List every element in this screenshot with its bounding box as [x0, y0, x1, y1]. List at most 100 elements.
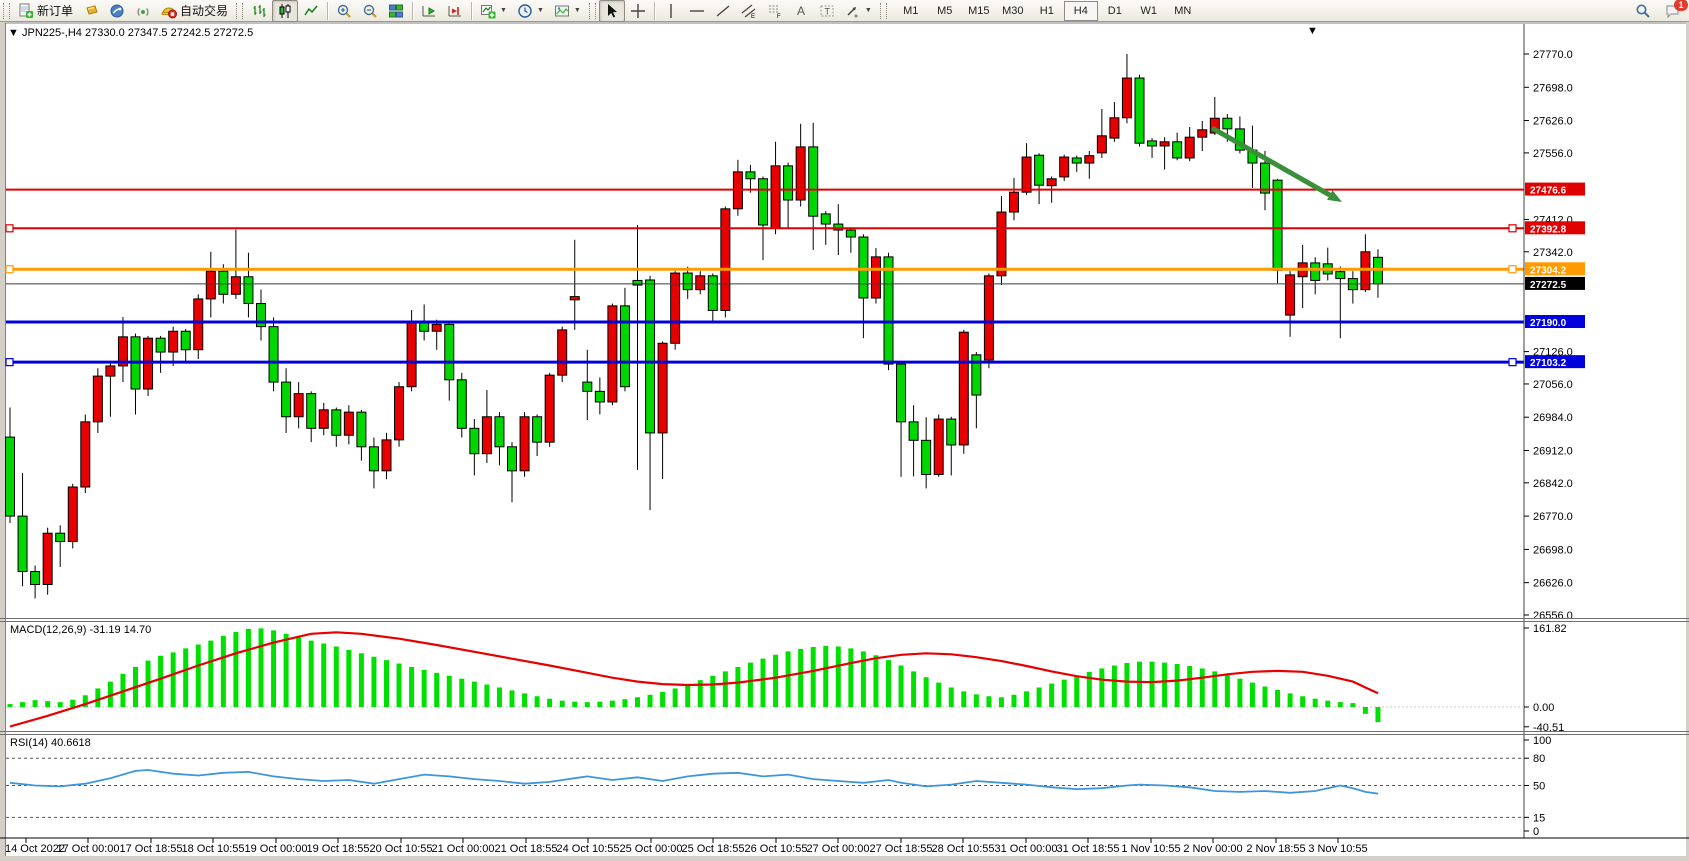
trend-arrow[interactable]: [1210, 125, 1342, 202]
hlines-layer: [5, 188, 1524, 367]
dropdown-arrow-icon: ▼: [864, 7, 872, 14]
price-badge-27392.8: [1525, 221, 1585, 235]
svg-text:17 Oct 00:00: 17 Oct 00:00: [57, 843, 120, 855]
fibonacci-tool-button[interactable]: F: [762, 0, 788, 22]
svg-text:F: F: [777, 14, 781, 19]
tf-h1-button[interactable]: H1: [1039, 4, 1054, 17]
tf-mn-button[interactable]: MN: [1174, 4, 1192, 17]
chart-canvas[interactable]: 27770.027698.027626.027556.027412.027342…: [0, 22, 1689, 861]
rsi-line: [9, 769, 1379, 795]
price-badge-27272.5: [1525, 276, 1585, 290]
toolbar-grip[interactable]: [236, 2, 244, 19]
candle: [381, 432, 392, 480]
candle: [971, 352, 982, 429]
auto-scroll-button[interactable]: [416, 0, 442, 22]
hline-handle[interactable]: [1508, 265, 1517, 274]
bar-chart-button[interactable]: [246, 0, 272, 22]
candle: [456, 372, 467, 438]
svg-text:1 Nov 10:55: 1 Nov 10:55: [1121, 843, 1180, 855]
candle: [80, 414, 91, 494]
toolbar-grip[interactable]: [3, 2, 10, 19]
svg-text:3 Nov 10:55: 3 Nov 10:55: [1308, 843, 1367, 855]
svg-text:21 Oct 18:55: 21 Oct 18:55: [495, 843, 558, 855]
tf-w1-button[interactable]: W1: [1140, 4, 1158, 17]
rsi-label: RSI(14) 40.6618: [10, 737, 91, 749]
candle: [783, 162, 794, 229]
autotrading-button[interactable]: 自动交易: [156, 0, 233, 22]
tf-m1-button[interactable]: M1: [903, 4, 919, 17]
candle: [619, 287, 630, 392]
hline-handle[interactable]: [5, 265, 14, 274]
candle: [569, 239, 580, 330]
line-chart-button[interactable]: [298, 0, 324, 22]
svg-text:25 Oct 00:00: 25 Oct 00:00: [620, 843, 683, 855]
svg-text:JPN225-,H4 27330.0 27347.5 27: JPN225-,H4 27330.0 27347.5 27242.5 27272…: [22, 27, 253, 39]
candle: [5, 407, 15, 524]
community-icon: [110, 4, 124, 17]
hline-handle[interactable]: [1508, 224, 1517, 233]
hline-handle[interactable]: [5, 224, 14, 233]
candle: [1335, 266, 1346, 339]
text-tool-button[interactable]: A: [788, 0, 814, 22]
candle: [180, 328, 191, 362]
svg-text:27626.0: 27626.0: [1533, 116, 1573, 128]
new-chart-button[interactable]: ▼: [475, 0, 512, 22]
macd-label: MACD(12,26,9) -31.19 14.70: [10, 624, 151, 636]
tile-windows-button[interactable]: [383, 0, 409, 22]
svg-text:27 Oct 00:00: 27 Oct 00:00: [807, 843, 870, 855]
candle: [557, 326, 568, 383]
toolbar-grip[interactable]: [588, 2, 596, 19]
market-button[interactable]: [78, 0, 104, 22]
tf-m15-button[interactable]: M15: [968, 4, 990, 17]
candle: [431, 319, 442, 350]
chart-shift-button[interactable]: [442, 0, 468, 22]
candle: [532, 414, 543, 457]
zoom-out-button[interactable]: [357, 0, 383, 22]
hline-tool-button[interactable]: [684, 0, 710, 22]
toolbar-grip[interactable]: [879, 2, 887, 19]
candle: [1021, 143, 1032, 195]
svg-text:19 Oct 18:55: 19 Oct 18:55: [307, 843, 370, 855]
zoom-out-icon: [363, 4, 377, 18]
candle: [17, 473, 28, 587]
candle: [117, 316, 128, 383]
vline-tool-button[interactable]: [658, 0, 684, 22]
arrow-objects-icon: [847, 6, 858, 18]
trendline-tool-button[interactable]: [710, 0, 736, 22]
search-icon[interactable]: [1635, 3, 1651, 19]
candle: [105, 361, 116, 417]
signals-button[interactable]: [130, 0, 156, 22]
svg-text:26770.0: 26770.0: [1533, 511, 1573, 523]
hline-handle[interactable]: [1508, 358, 1517, 367]
tf-m30-button[interactable]: M30: [1002, 4, 1024, 17]
svg-text:80: 80: [1533, 753, 1545, 765]
period-button[interactable]: ▼: [512, 0, 549, 22]
candle-chart-button[interactable]: [272, 0, 299, 22]
arrows-tool-button[interactable]: ▼: [840, 0, 877, 22]
community-button[interactable]: [104, 0, 130, 22]
svg-text:26 Oct 10:55: 26 Oct 10:55: [745, 843, 808, 855]
hline-handle[interactable]: [5, 358, 14, 367]
tf-m5-button[interactable]: M5: [937, 4, 953, 17]
dropdown-arrow-icon: ▼: [500, 7, 507, 14]
svg-text:21 Oct 00:00: 21 Oct 00:00: [432, 843, 495, 855]
toolbar-separator: [412, 1, 414, 20]
candle: [1285, 271, 1296, 337]
zoom-in-button[interactable]: [331, 0, 357, 22]
price-badge-27103.2: [1525, 355, 1585, 369]
candle: [331, 407, 342, 447]
crosshair-tool-button[interactable]: [625, 0, 651, 22]
channel-tool-button[interactable]: E: [736, 0, 762, 22]
tf-h4-button[interactable]: H4: [1063, 0, 1098, 21]
label-tool-button[interactable]: T: [814, 0, 840, 22]
templates-button[interactable]: ▼: [549, 0, 586, 22]
notifications-button[interactable]: 1: [1665, 0, 1688, 19]
candle: [933, 414, 944, 477]
candle: [343, 405, 354, 445]
candle: [1121, 54, 1132, 124]
tf-d1-button[interactable]: D1: [1107, 4, 1122, 17]
cursor-tool-button[interactable]: [598, 0, 625, 22]
zoom-in-icon: [337, 4, 351, 18]
new-order-button[interactable]: 新订单: [13, 0, 78, 22]
